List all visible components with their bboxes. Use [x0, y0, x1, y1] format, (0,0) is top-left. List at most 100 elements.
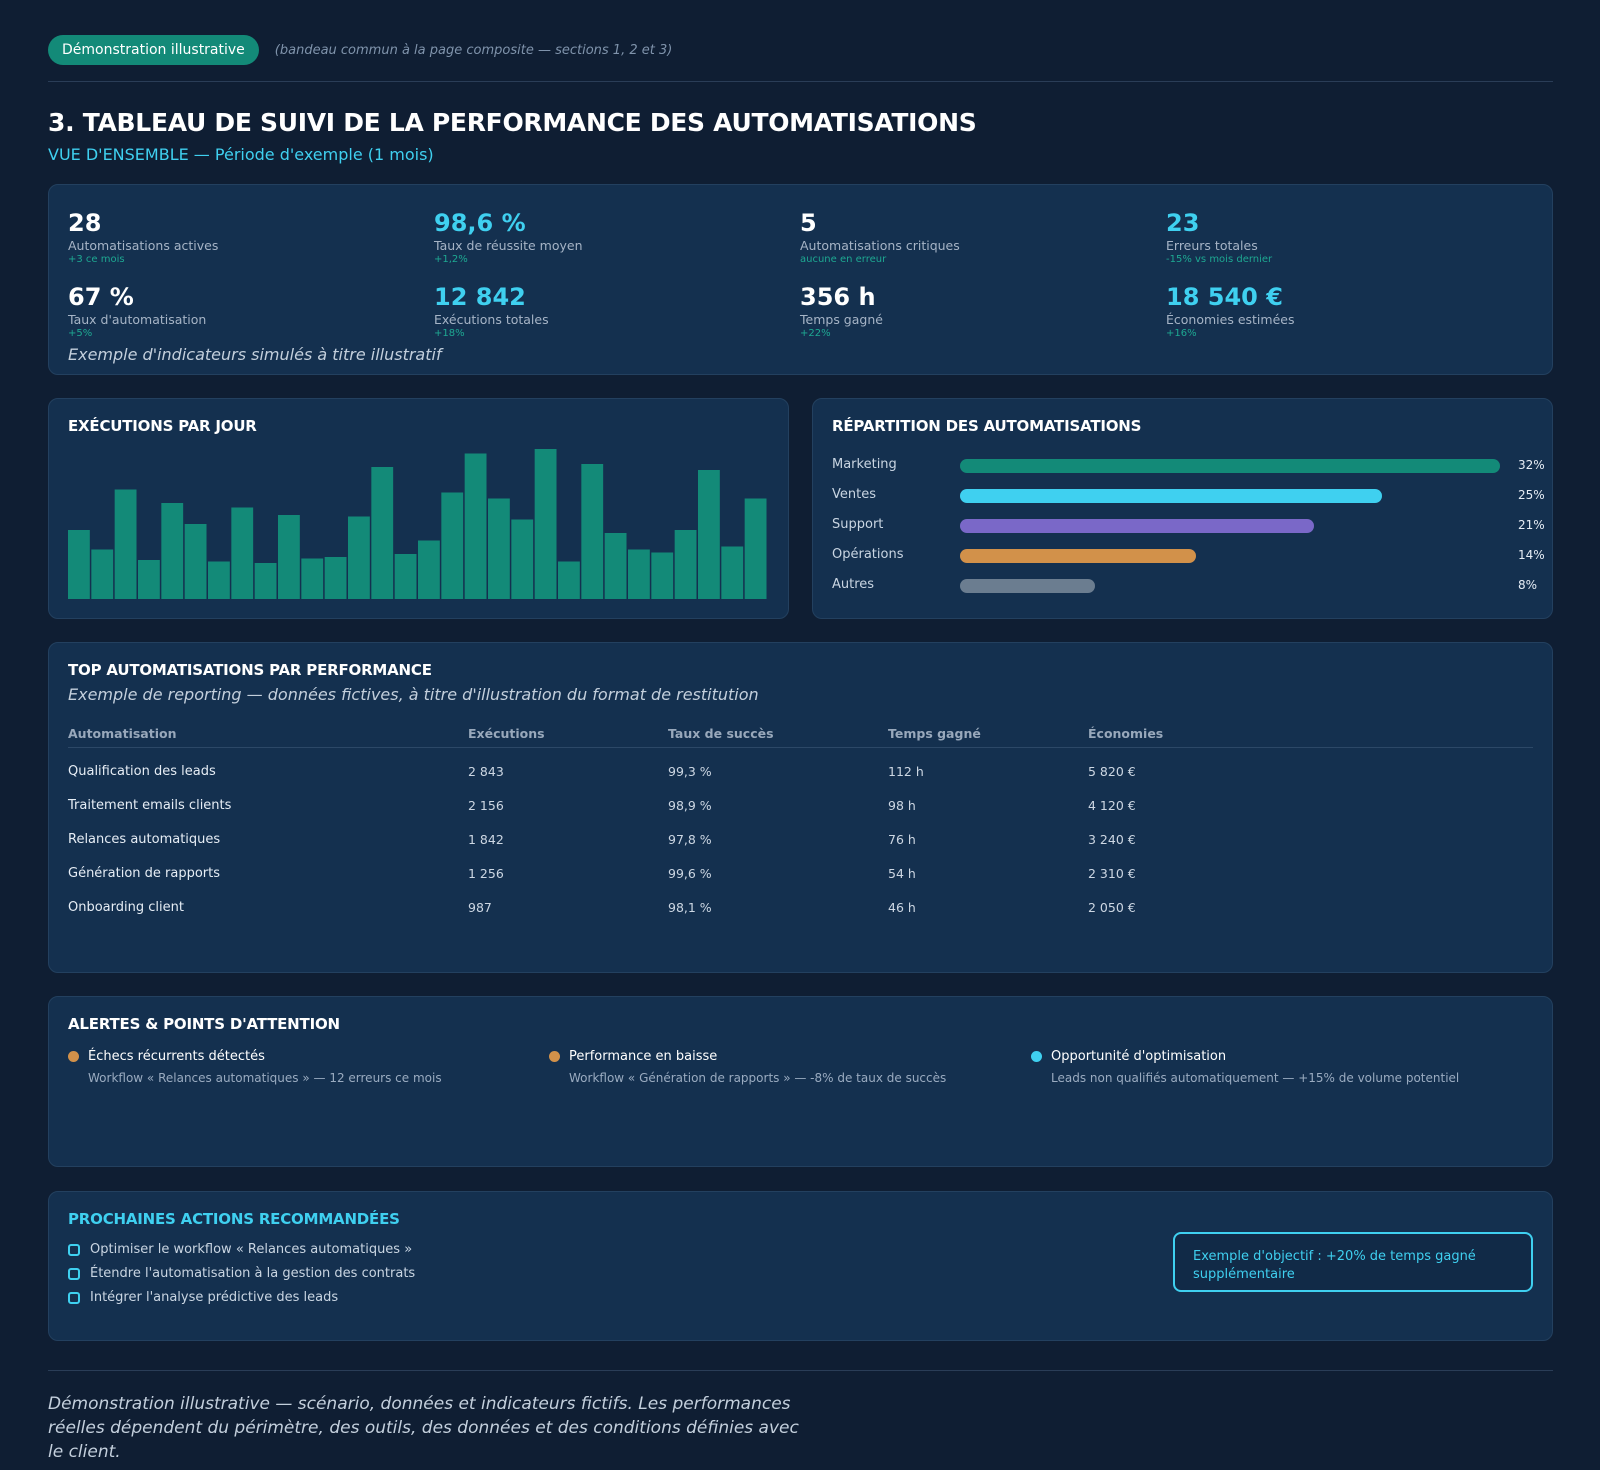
distribution-track — [960, 549, 1500, 563]
checkbox-icon[interactable] — [68, 1292, 80, 1304]
cell-savings: 2 310 € — [1088, 866, 1136, 881]
actions-card: PROCHAINES ACTIONS RECOMMANDÉES Optimise… — [48, 1191, 1553, 1341]
info-dot-icon — [1031, 1051, 1042, 1062]
demo-banner: Démonstration illustrative (bandeau comm… — [48, 35, 672, 65]
bar-day-29 — [721, 546, 744, 599]
kpi-label: Automatisations critiques — [800, 238, 960, 253]
banner-note: (bandeau commun à la page composite — se… — [274, 42, 673, 58]
cell-automation: Traitement emails clients — [68, 798, 232, 813]
distribution-label: Support — [832, 517, 884, 532]
table-row: Traitement emails clients 2 156 98,9 % 9… — [68, 798, 1533, 820]
kpi-label: Taux d'automatisation — [68, 312, 207, 327]
kpi-automation-rate: 67 % Taux d'automatisation +5% — [68, 283, 408, 339]
cell-executions: 987 — [468, 900, 492, 915]
table-row: Qualification des leads 2 843 99,3 % 112… — [68, 764, 1533, 786]
cell-success-rate: 98,9 % — [668, 798, 712, 813]
distribution-track — [960, 459, 1500, 473]
alert-title: Opportunité d'optimisation — [1051, 1049, 1227, 1064]
kpi-delta: +3 ce mois — [68, 254, 125, 265]
bar-day-20 — [511, 519, 534, 599]
kpi-value: 28 — [68, 209, 102, 237]
bar-day-14 — [371, 467, 394, 599]
bar-day-1 — [68, 530, 90, 599]
bar-day-17 — [441, 492, 464, 599]
alert-description: Leads non qualifiés automatiquement — +1… — [1051, 1071, 1460, 1085]
table-header: Automatisation Exécutions Taux de succès… — [68, 726, 1533, 748]
cell-executions: 1 842 — [468, 832, 504, 847]
bar-day-28 — [698, 470, 720, 599]
bar-day-10 — [278, 515, 300, 599]
kpi-value: 67 % — [68, 283, 134, 311]
distribution-row: Autres 8% — [832, 576, 1542, 596]
kpi-value: 23 — [1166, 209, 1200, 237]
cell-time-saved: 54 h — [888, 866, 916, 881]
page-title: 3. TABLEAU DE SUIVI DE LA PERFORMANCE DE… — [48, 108, 977, 137]
cell-success-rate: 99,3 % — [668, 764, 712, 779]
distribution-bar — [960, 459, 1500, 473]
bar-day-3 — [114, 489, 137, 599]
cell-executions: 2 843 — [468, 764, 504, 779]
action-label: Étendre l'automatisation à la gestion de… — [90, 1266, 416, 1281]
kpi-value: 98,6 % — [434, 209, 526, 237]
distribution-label: Ventes — [832, 487, 876, 502]
bar-day-19 — [488, 498, 510, 599]
bar-day-22 — [558, 561, 580, 599]
alerts-title: ALERTES & POINTS D'ATTENTION — [68, 1015, 340, 1033]
distribution-label: Autres — [832, 577, 875, 592]
bar-day-2 — [91, 549, 114, 599]
kpi-label: Erreurs totales — [1166, 238, 1258, 253]
cell-success-rate: 97,8 % — [668, 832, 712, 847]
cell-savings: 5 820 € — [1088, 764, 1136, 779]
checkbox-icon[interactable] — [68, 1244, 80, 1256]
bar-day-16 — [418, 540, 440, 599]
top-automations-title: TOP AUTOMATISATIONS PAR PERFORMANCE — [68, 661, 432, 679]
kpi-delta: +22% — [800, 328, 831, 339]
top-automations-card: TOP AUTOMATISATIONS PAR PERFORMANCE Exem… — [48, 642, 1553, 973]
kpi-critical-automations: 5 Automatisations critiques aucune en er… — [800, 209, 1140, 265]
executions-chart-card: EXÉCUTIONS PAR JOUR — [48, 398, 789, 619]
actions-title: PROCHAINES ACTIONS RECOMMANDÉES — [68, 1210, 400, 1228]
kpi-value: 356 h — [800, 283, 876, 311]
cell-time-saved: 76 h — [888, 832, 916, 847]
alert-description: Workflow « Génération de rapports » — -8… — [569, 1071, 947, 1085]
distribution-row: Marketing 32% — [832, 456, 1545, 476]
kpi-value: 12 842 — [434, 283, 526, 311]
cell-savings: 2 050 € — [1088, 900, 1136, 915]
distribution-track — [960, 489, 1500, 503]
page-subtitle: VUE D'ENSEMBLE — Période d'exemple (1 mo… — [48, 145, 434, 164]
bar-day-26 — [651, 552, 674, 599]
distribution-track — [960, 579, 1500, 593]
bar-day-21 — [534, 449, 557, 599]
kpi-label: Temps gagné — [800, 312, 883, 327]
bar-day-9 — [254, 563, 277, 599]
distribution-percent: 32% — [1518, 458, 1545, 472]
alert-title: Performance en baisse — [569, 1049, 718, 1064]
cell-savings: 3 240 € — [1088, 832, 1136, 847]
alerts-card: ALERTES & POINTS D'ATTENTION Échecs récu… — [48, 996, 1553, 1167]
distribution-percent: 8% — [1518, 578, 1538, 592]
bar-day-8 — [231, 507, 254, 599]
distribution-title: RÉPARTITION DES AUTOMATISATIONS — [832, 417, 1142, 435]
bar-day-25 — [628, 549, 650, 599]
kpi-note: Exemple d'indicateurs simulés à titre il… — [68, 345, 442, 364]
cell-time-saved: 46 h — [888, 900, 916, 915]
bar-day-5 — [161, 503, 184, 599]
kpi-delta: -15% vs mois dernier — [1166, 254, 1273, 265]
header-divider — [48, 81, 1553, 82]
cell-automation: Onboarding client — [68, 900, 184, 915]
alert-title: Échecs récurrents détectés — [88, 1049, 265, 1064]
kpi-label: Taux de réussite moyen — [434, 238, 583, 253]
kpi-delta: +1,2% — [434, 254, 468, 265]
column-header-savings: Économies — [1088, 726, 1164, 741]
kpi-label: Automatisations actives — [68, 238, 219, 253]
kpi-card: 28 Automatisations actives +3 ce mois 98… — [48, 184, 1553, 375]
kpi-total-executions: 12 842 Exécutions totales +18% — [434, 283, 774, 339]
cell-success-rate: 98,1 % — [668, 900, 712, 915]
kpi-estimated-savings: 18 540 € Économies estimées +16% — [1166, 283, 1506, 339]
distribution-percent: 14% — [1518, 548, 1545, 562]
kpi-time-saved: 356 h Temps gagné +22% — [800, 283, 1140, 339]
column-header-success-rate: Taux de succès — [668, 726, 774, 741]
bar-day-18 — [464, 453, 487, 599]
bar-day-24 — [604, 533, 627, 599]
checkbox-icon[interactable] — [68, 1268, 80, 1280]
